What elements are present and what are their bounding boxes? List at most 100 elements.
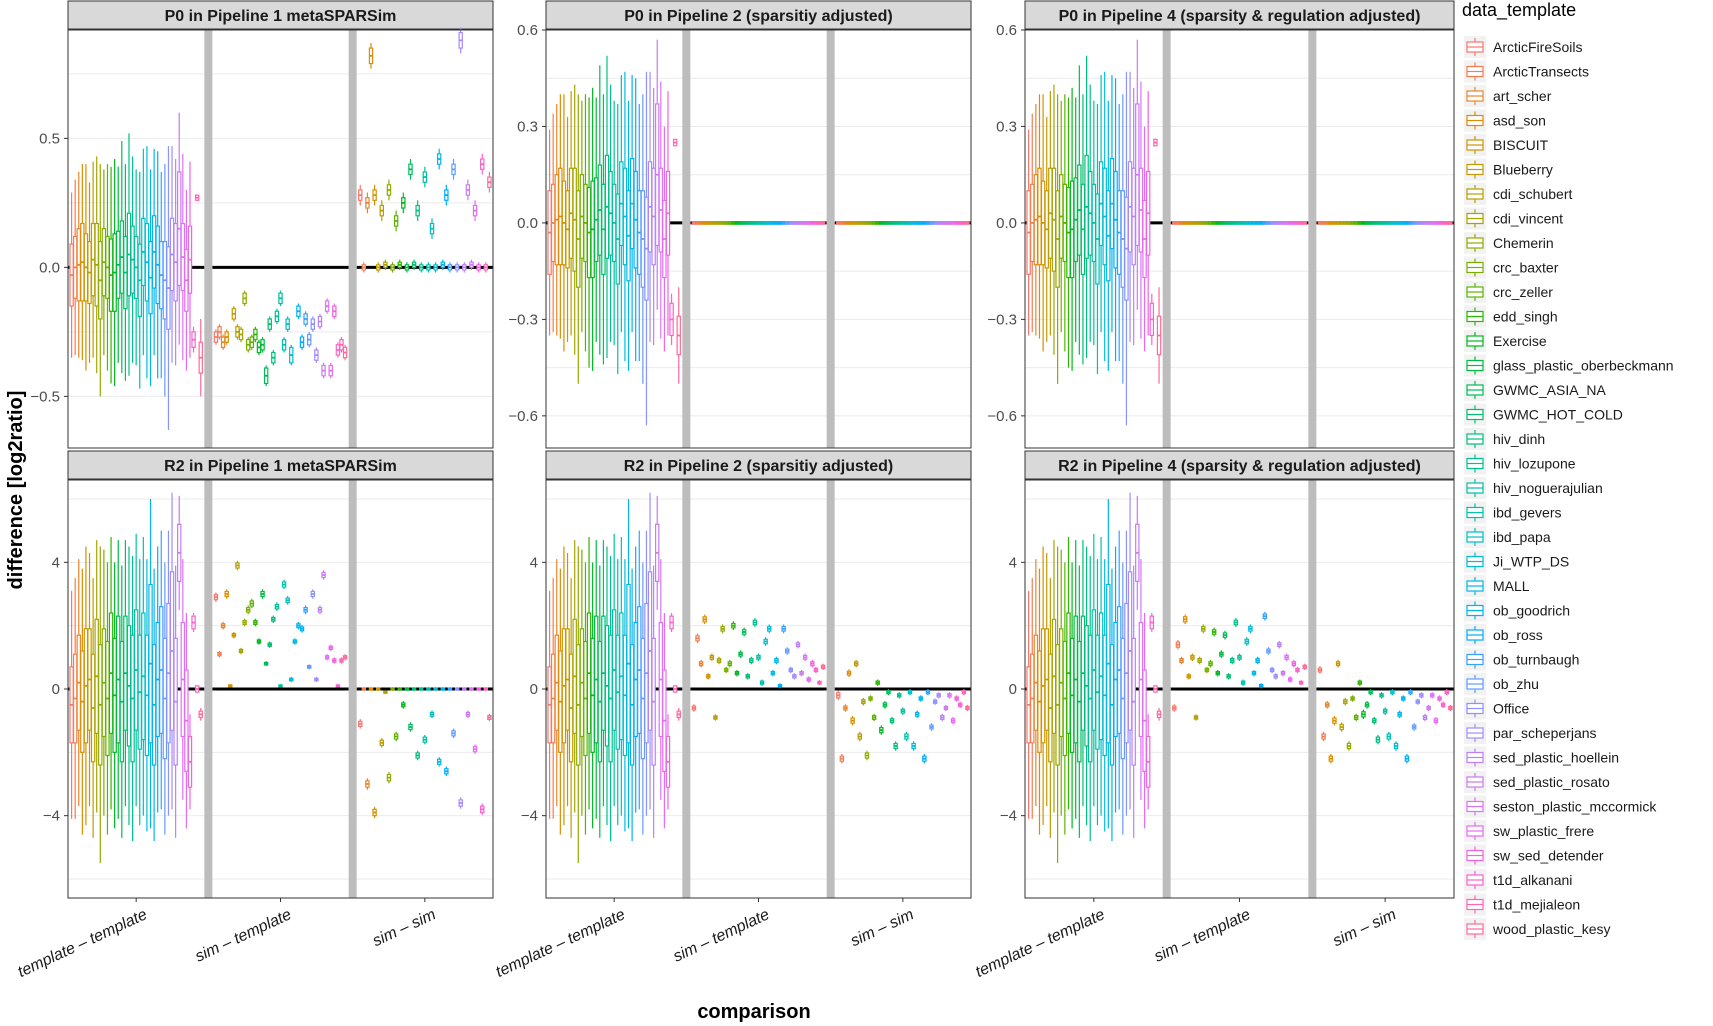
box-t1d_alkanani xyxy=(1440,701,1446,708)
box-Blueberry xyxy=(375,687,381,691)
legend-label: sed_plastic_rosato xyxy=(1493,774,1610,790)
x-tick-label: sim – sim xyxy=(848,906,916,950)
legend-label: hiv_lozupone xyxy=(1493,456,1576,472)
box-cdi_schubert xyxy=(1339,221,1344,225)
box-Office xyxy=(1269,221,1275,225)
box-ibd_papa xyxy=(763,637,768,646)
box-sw_sed_detender xyxy=(665,714,671,810)
box-hiv_lozupone xyxy=(1379,221,1384,225)
box-art_scher xyxy=(1324,701,1330,709)
box-hiv_noguerajulian xyxy=(1382,221,1388,225)
box-Ji_WTP_DS xyxy=(767,624,772,634)
box-sw_plastic_frere xyxy=(806,676,811,683)
box-MALL xyxy=(1251,221,1257,225)
legend-item: ob_goodrich xyxy=(1464,599,1570,622)
panel-1: P0 in Pipeline 1 metaSPARSim −0.5 0.0 0.5 xyxy=(30,0,494,503)
box-BISCUIT xyxy=(1040,94,1046,352)
box-ArcticTransects xyxy=(839,753,845,764)
box-ArcticTransects xyxy=(839,221,845,225)
box-t1d_alkanani xyxy=(669,293,674,346)
box-sed_plastic_rosato xyxy=(1280,670,1286,677)
box-Exercise xyxy=(256,638,262,645)
box-ob_zhu xyxy=(306,664,312,670)
legend-label: crc_zeller xyxy=(1493,284,1553,300)
box-ob_zhu xyxy=(1411,221,1417,225)
box-ob_turnbaugh xyxy=(447,687,453,691)
box-sw_plastic_frere xyxy=(1287,676,1293,683)
box-glass_plastic_oberbeckmann xyxy=(738,221,743,225)
legend-label: Chemerin xyxy=(1493,235,1554,251)
legend-label: edd_singh xyxy=(1493,309,1558,325)
box-glass_plastic_oberbeckmann xyxy=(404,687,410,691)
box-ob_turnbaugh xyxy=(447,262,453,273)
box-Ji_WTP_DS xyxy=(289,344,294,366)
box-par_scheperjans xyxy=(1419,221,1424,225)
x-tick-label: template – template xyxy=(15,906,150,981)
box-edd_singh xyxy=(875,679,880,686)
box-Office xyxy=(1415,698,1421,705)
box-BISCUIT xyxy=(706,673,711,680)
box-cdi_vincent xyxy=(861,697,866,706)
panel-strip xyxy=(545,450,972,480)
box-Exercise xyxy=(734,670,740,677)
box-seston_plastic_mccormick xyxy=(324,298,330,314)
legend-item: sw_plastic_frere xyxy=(1464,820,1594,842)
box-t1d_mejialeon xyxy=(961,221,967,225)
box-ob_ross xyxy=(922,221,927,225)
y-tick-label: −4 xyxy=(1000,808,1017,825)
group-separator xyxy=(1308,480,1317,898)
box-seston_plastic_mccormick xyxy=(802,653,808,662)
box-t1d_alkanani xyxy=(1295,666,1300,674)
panel-title: P0 in Pipeline 4 (sparsity & regulation … xyxy=(1059,8,1421,25)
box-edd_singh xyxy=(731,621,736,631)
box-hiv_dinh xyxy=(893,221,898,225)
box-ArcticTransects xyxy=(217,324,222,340)
box-hiv_dinh xyxy=(749,656,754,665)
box-ibd_gevers xyxy=(1386,221,1392,225)
box-glass_plastic_oberbeckmann xyxy=(882,221,888,225)
box-hiv_lozupone xyxy=(274,602,280,612)
box-cdi_schubert xyxy=(713,714,718,721)
legend-title: data_template xyxy=(1462,0,1576,21)
box-wood_plastic_kesy xyxy=(1448,704,1453,712)
box-sed_plastic_hoellein xyxy=(795,640,801,649)
box-crc_zeller xyxy=(727,659,733,668)
box-sw_plastic_frere xyxy=(950,221,956,225)
box-sed_plastic_rosato xyxy=(1426,704,1431,712)
box-cdi_schubert xyxy=(1339,722,1344,732)
box-cdi_schubert xyxy=(235,560,240,571)
box-MALL xyxy=(1397,221,1402,225)
box-crc_zeller xyxy=(1208,659,1213,668)
box-t1d_alkanani xyxy=(958,701,963,708)
box-ArcticTransects xyxy=(217,651,222,658)
box-t1d_alkanani xyxy=(1149,613,1155,632)
box-crc_zeller xyxy=(1353,713,1359,722)
box-art_scher xyxy=(365,778,370,790)
box-Office xyxy=(310,316,316,332)
box-seston_plastic_mccormick xyxy=(947,221,952,225)
box-sed_plastic_rosato xyxy=(465,179,471,201)
box-sw_plastic_frere xyxy=(1433,716,1439,725)
box-Ji_WTP_DS xyxy=(1393,741,1399,751)
box-sed_plastic_hoellein xyxy=(940,713,945,722)
box-edd_singh xyxy=(253,326,258,343)
y-tick-label: 0 xyxy=(1009,681,1017,698)
box-t1d_mejialeon xyxy=(194,685,200,693)
box-par_scheperjans xyxy=(314,347,319,363)
box-hiv_lozupone xyxy=(1233,221,1239,225)
box-crc_baxter xyxy=(723,221,729,225)
box-ob_turnbaugh xyxy=(781,624,786,634)
box-seston_plastic_mccormick xyxy=(802,221,808,225)
box-crc_zeller xyxy=(1208,221,1213,225)
box-GWMC_HOT_COLD xyxy=(889,716,895,725)
box-Blueberry xyxy=(853,221,859,225)
box-ibd_papa xyxy=(285,595,290,605)
panel-strip xyxy=(1024,0,1455,30)
group-separator xyxy=(682,30,691,448)
box-sed_plastic_rosato xyxy=(321,362,326,379)
box-Exercise xyxy=(879,725,884,735)
legend-item: wood_plastic_kesy xyxy=(1464,918,1611,940)
panel-6: R2 in Pipeline 4 (sparsity & regulation … xyxy=(973,450,1455,981)
box-sed_plastic_hoellein xyxy=(317,313,323,330)
box-cdi_vincent xyxy=(716,656,722,665)
